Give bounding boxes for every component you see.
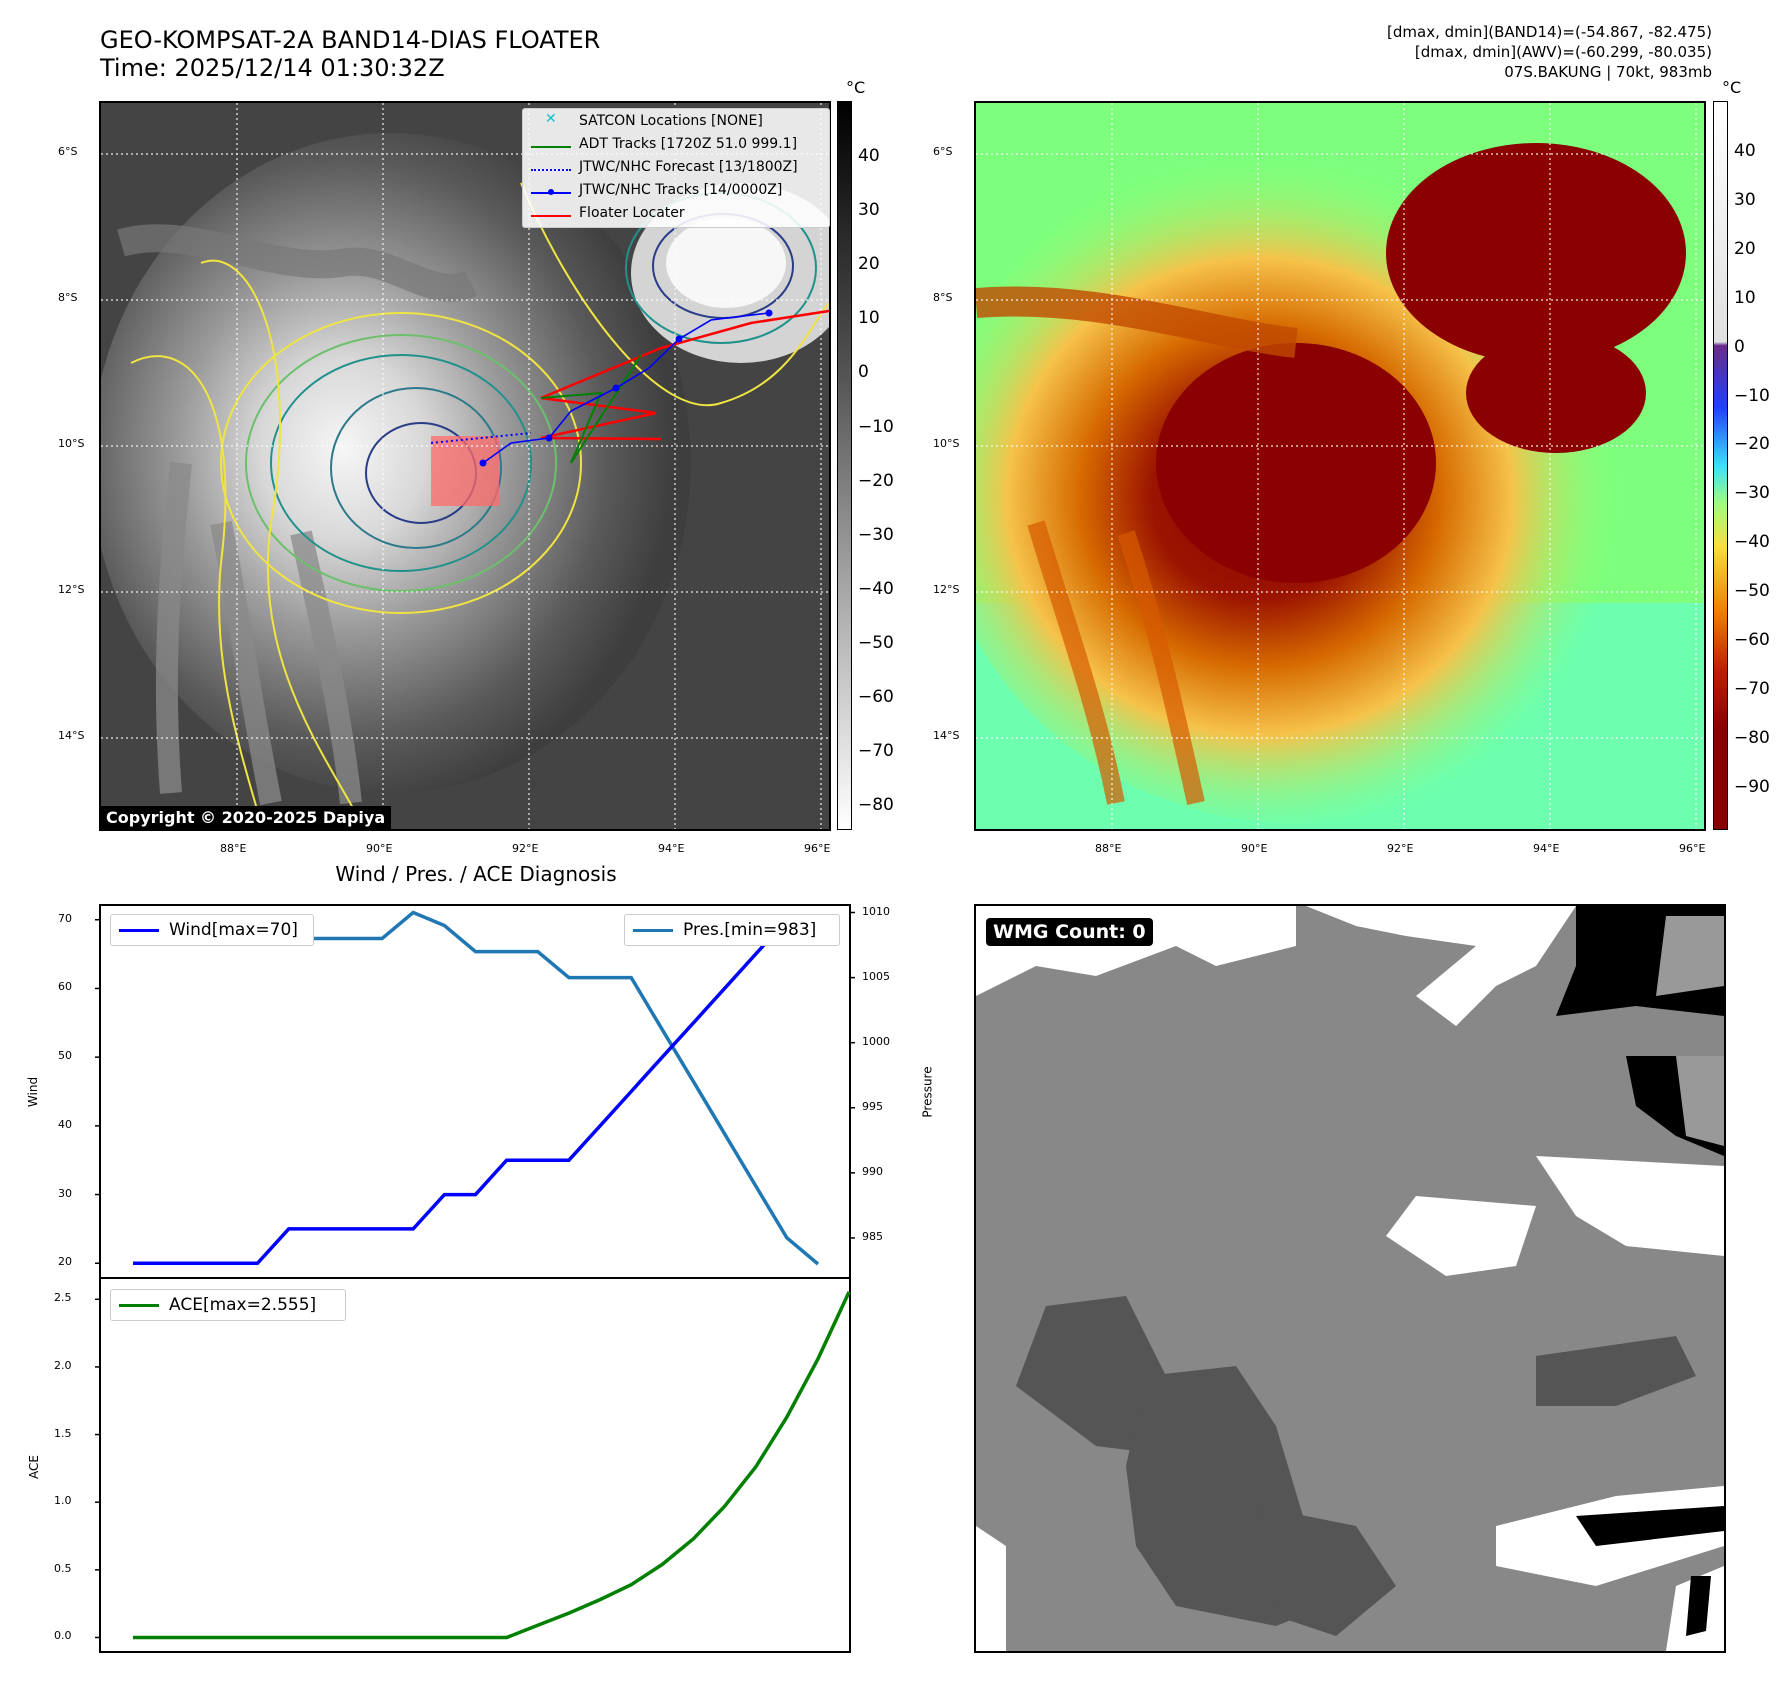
lat-tick-label: 10°S	[933, 437, 960, 450]
colorbar-tick-label: 10	[1734, 287, 1756, 308]
lon-tick-label: 92°E	[1387, 842, 1414, 855]
lon-tick-label: 92°E	[512, 842, 539, 855]
colorbar-tick-label: −20	[1734, 434, 1770, 455]
colorbar-tick-label: −70	[858, 741, 894, 762]
pressure-tick-label: 1000	[862, 1034, 890, 1048]
colorbar-tick-label: −50	[858, 632, 894, 653]
ace-tick-label: 0.0	[54, 1629, 72, 1643]
colorbar-tick-label: −90	[1734, 776, 1770, 797]
lon-tick-label: 90°E	[1241, 842, 1268, 855]
pressure-tick-label: 990	[862, 1164, 883, 1178]
ace-tick-label: 2.5	[54, 1291, 72, 1305]
copyright-badge: Copyright © 2020-2025 Dapiya	[100, 806, 392, 829]
colorbar-tick-label: 0	[1734, 336, 1745, 357]
lon-tick-label: 96°E	[804, 842, 831, 855]
colorbar-tick-label: −60	[1734, 630, 1770, 650]
colorbar-tick-label: −10	[1734, 385, 1770, 406]
pressure-tick-label: 985	[862, 1229, 883, 1243]
wmg-count-badge: WMG Count: 0	[986, 918, 1153, 946]
ace-series-line	[133, 1291, 851, 1640]
wind-legend: Wind[max=70]	[110, 914, 314, 946]
wind-tick-label: 70	[58, 911, 72, 925]
colorbar-tick-label: 30	[858, 200, 880, 221]
colorbar-tick-label: −80	[858, 795, 894, 816]
lon-tick-label: 90°E	[366, 842, 393, 855]
ace-tick-label: 1.0	[54, 1494, 72, 1508]
diagnosis-title: Wind / Pres. / ACE Diagnosis	[335, 862, 617, 886]
colorbar-tick-label: −50	[1734, 581, 1770, 602]
colorbar-tick-label: 20	[858, 254, 880, 275]
lat-tick-label: 12°S	[58, 583, 85, 596]
pressure-tick-label: 995	[862, 1099, 883, 1113]
colorbar-tick-label: 40	[1734, 141, 1756, 161]
colorbar-tick-label: −80	[1734, 727, 1770, 748]
wmg-panel	[974, 904, 1726, 1653]
lat-tick-label: 10°S	[58, 437, 85, 450]
ace-panel	[99, 1277, 851, 1653]
pressure-tick-label: 1005	[862, 969, 890, 983]
colorbar-tick-label: −10	[858, 416, 894, 437]
pressure-series-line	[133, 910, 820, 1266]
figure-info: [dmax, dmin](BAND14)=(-54.867, -82.475) …	[1387, 22, 1712, 82]
pressure-tick-label: 1010	[862, 904, 890, 918]
wind-tick-label: 40	[58, 1117, 72, 1131]
ir-grayscale-panel	[99, 101, 831, 831]
colorbar-tick-label: −60	[858, 687, 894, 707]
lat-tick-label: 6°S	[58, 145, 78, 158]
lat-tick-label: 14°S	[933, 729, 960, 742]
lon-tick-label: 94°E	[1533, 842, 1560, 855]
pressure-legend: Pres.[min=983]	[624, 914, 840, 946]
lat-tick-label: 8°S	[58, 291, 78, 304]
ace-tick-label: 0.5	[54, 1561, 72, 1575]
colorbar-tick-label: −20	[858, 470, 894, 491]
ir-color-image	[976, 103, 1704, 829]
colorbar-tick-label: −70	[1734, 678, 1770, 699]
wind-tick-label: 30	[58, 1186, 72, 1200]
dot-marker-icon	[548, 189, 554, 195]
wind-tick-label: 60	[58, 980, 72, 994]
ace-axis-label: ACE	[26, 1455, 41, 1479]
wind-tick-label: 50	[58, 1049, 72, 1063]
figure-title: GEO-KOMPSAT-2A BAND14-DIAS FLOATER Time: …	[100, 26, 600, 82]
colorbar-tick-label: 30	[1734, 189, 1756, 210]
pressure-axis-label: Pressure	[920, 1066, 935, 1118]
lat-tick-label: 6°S	[933, 145, 953, 158]
wind-series-line	[133, 917, 818, 1266]
colorbar-tick-label: −30	[1734, 483, 1770, 504]
ace-legend: ACE[max=2.555]	[110, 1289, 346, 1321]
map-legend: ✕ SATCON Locations [NONE] ADT Tracks [17…	[522, 108, 830, 228]
title-line-2: Time: 2025/12/14 01:30:32Z	[100, 54, 445, 82]
colorbar-tick-label: −30	[858, 524, 894, 545]
ace-tick-label: 2.0	[54, 1358, 72, 1372]
ace-tick-label: 1.5	[54, 1426, 72, 1440]
colorbar-tick-label: 40	[858, 146, 880, 166]
ir-grayscale-image	[101, 103, 829, 829]
color-colorbar-unit: °C	[1722, 78, 1742, 97]
wind-tick-label: 20	[58, 1255, 72, 1269]
lon-tick-label: 88°E	[1095, 842, 1122, 855]
colorbar-tick-label: 0	[858, 362, 869, 383]
wmg-image	[976, 906, 1724, 1651]
wind-axis-label: Wind	[26, 1076, 41, 1108]
info-line-1: [dmax, dmin](BAND14)=(-54.867, -82.475)	[1387, 23, 1712, 41]
lat-tick-label: 8°S	[933, 291, 953, 304]
color-colorbar	[1713, 101, 1728, 830]
info-line-3: 07S.BAKUNG | 70kt, 983mb	[1504, 63, 1712, 81]
lon-tick-label: 96°E	[1679, 842, 1706, 855]
colorbar-tick-label: −40	[858, 578, 894, 599]
x-marker-icon: ✕	[545, 111, 557, 127]
colorbar-tick-label: 10	[858, 308, 880, 329]
info-line-2: [dmax, dmin](AWV)=(-60.299, -80.035)	[1414, 43, 1712, 61]
ir-color-panel	[974, 101, 1706, 831]
lat-tick-label: 14°S	[58, 729, 85, 742]
colorbar-tick-label: −40	[1734, 532, 1770, 553]
gray-colorbar-unit: °C	[846, 78, 866, 97]
lat-tick-label: 12°S	[933, 583, 960, 596]
title-line-1: GEO-KOMPSAT-2A BAND14-DIAS FLOATER	[100, 26, 601, 54]
lon-tick-label: 94°E	[658, 842, 685, 855]
gray-colorbar	[837, 101, 852, 830]
colorbar-tick-label: 20	[1734, 238, 1756, 259]
lon-tick-label: 88°E	[220, 842, 247, 855]
